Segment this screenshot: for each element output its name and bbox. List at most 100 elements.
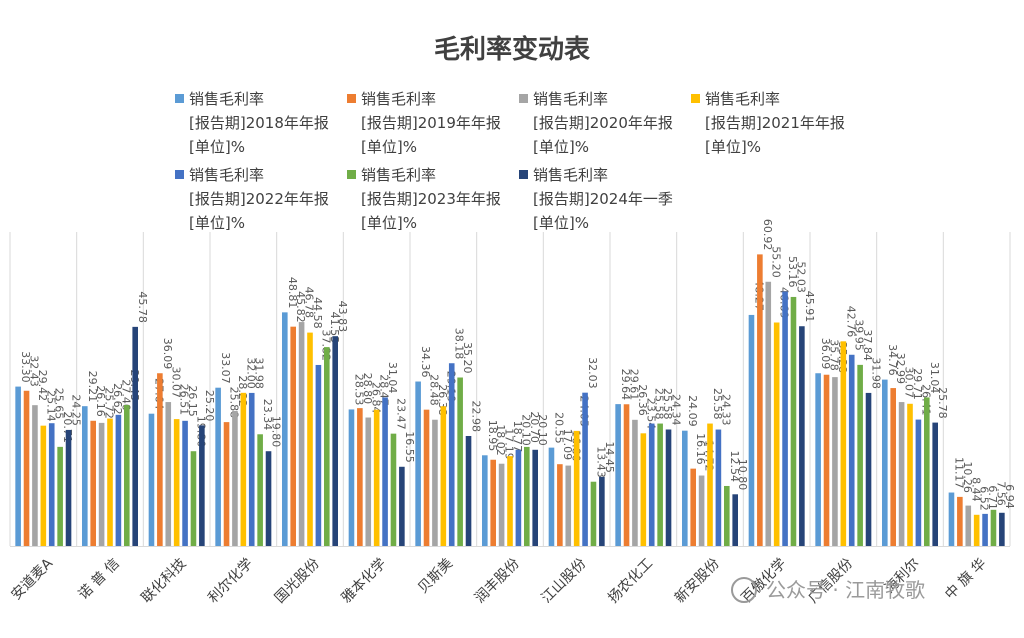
bar-value-label: 36.09 xyxy=(161,338,174,370)
bar-value-label: 28.48 xyxy=(428,374,441,406)
bar xyxy=(248,392,255,546)
bar xyxy=(23,390,30,546)
legend-label: [单位]% xyxy=(533,138,589,156)
bar xyxy=(315,364,322,546)
bar-value-label: 12.54 xyxy=(728,450,741,482)
bar xyxy=(882,379,888,546)
bar xyxy=(223,422,230,546)
bar xyxy=(932,422,938,546)
bar-value-label: 26.15 xyxy=(186,385,199,417)
bar xyxy=(965,505,972,546)
legend-swatch xyxy=(175,94,184,103)
bar xyxy=(482,455,488,546)
bar xyxy=(232,410,238,546)
legend-swatch xyxy=(519,170,528,179)
bar xyxy=(757,254,763,547)
bar-value-label: 17.09 xyxy=(561,429,574,461)
bar-value-label: 19.80 xyxy=(270,416,283,448)
bar-value-label: 39.95 xyxy=(853,319,866,351)
legend-label: 销售毛利率 xyxy=(189,90,264,108)
bar xyxy=(815,373,821,546)
bar xyxy=(698,475,705,546)
bar xyxy=(332,336,338,546)
legend-label: [报告期]2019年年报 xyxy=(361,114,501,132)
bar xyxy=(390,433,397,546)
bar-value-label: 22.98 xyxy=(470,400,483,432)
bar-value-label: 25.58 xyxy=(661,388,674,420)
bar xyxy=(399,466,405,546)
bar xyxy=(165,402,172,546)
category-label: 中 旗 华 xyxy=(942,556,989,603)
bar-value-label: 33.30 xyxy=(19,351,32,383)
legend-label: [单位]% xyxy=(189,214,245,232)
category-label: 国光股份 xyxy=(272,556,323,607)
bar-value-label: 20.70 xyxy=(528,411,541,443)
bar xyxy=(124,405,130,546)
bar xyxy=(623,404,630,546)
bar-value-label: 46.78 xyxy=(303,287,316,319)
bar-value-label: 8.44 xyxy=(969,477,982,502)
bar xyxy=(532,449,538,546)
legend-label: [报告期]2024年一季 xyxy=(533,190,673,208)
bar xyxy=(448,363,455,546)
bar-value-label: 26.62 xyxy=(111,383,124,415)
bar xyxy=(15,386,21,546)
bar xyxy=(290,326,296,546)
bar-value-label: 20.10 xyxy=(536,414,549,446)
bar xyxy=(915,419,922,546)
bar xyxy=(107,418,113,546)
legend-label: [单位]% xyxy=(705,138,761,156)
bar xyxy=(515,449,522,546)
bar xyxy=(365,417,372,546)
bar-value-label: 23.47 xyxy=(394,398,407,430)
legend-swatch xyxy=(347,94,356,103)
legend-swatch xyxy=(347,170,356,179)
category-label: 联化科技 xyxy=(139,556,190,607)
bar xyxy=(457,377,463,546)
bar xyxy=(632,419,638,546)
bar-value-label: 36.09 xyxy=(819,338,832,370)
bar xyxy=(199,425,205,546)
bar xyxy=(982,513,988,546)
bar-value-label: 18.95 xyxy=(486,420,499,452)
bar xyxy=(990,509,997,546)
bar-value-label: 24.34 xyxy=(670,394,683,426)
bar xyxy=(648,423,655,546)
bar-value-label: 35.20 xyxy=(461,342,474,374)
bar-value-label: 16.55 xyxy=(403,431,416,463)
category-label: 新安股份 xyxy=(672,556,723,607)
legend-label: 销售毛利率 xyxy=(533,166,608,184)
bar-value-label: 32.43 xyxy=(28,355,41,387)
bar xyxy=(548,447,555,546)
bar-value-label: 10.80 xyxy=(736,459,749,491)
bar-value-label: 24.09 xyxy=(686,395,699,427)
watermark-text: 公众号 · 江南牧歌 xyxy=(766,578,925,602)
bar-value-label: 29.42 xyxy=(36,370,49,402)
wechat-icon xyxy=(731,577,757,603)
bar xyxy=(898,402,905,546)
bar xyxy=(582,392,588,546)
bar xyxy=(282,312,288,546)
legend-label: [单位]% xyxy=(361,214,417,232)
legend-label: [报告期]2018年年报 xyxy=(189,114,329,132)
legend-label: [单位]% xyxy=(189,138,245,156)
bar-value-label: 34.36 xyxy=(419,346,432,378)
bar xyxy=(382,397,388,546)
bar-value-label: 16.16 xyxy=(694,433,707,465)
bar-value-label: 29.64 xyxy=(619,369,632,401)
bar-value-label: 14.45 xyxy=(603,441,616,473)
bar xyxy=(415,381,421,546)
bar xyxy=(557,464,563,546)
bar-value-label: 24.33 xyxy=(719,394,732,426)
bar-value-label: 31.98 xyxy=(870,357,883,389)
bar-value-label: 32.99 xyxy=(894,353,907,385)
category-label: 安道麦A xyxy=(8,555,56,603)
bar xyxy=(840,341,847,546)
bar-value-label: 26.36 xyxy=(636,384,649,416)
bar-value-label: 31.04 xyxy=(928,362,941,394)
bar xyxy=(957,496,963,546)
bar-value-label: 31.98 xyxy=(253,357,266,389)
bar-value-label: 41.55 xyxy=(328,312,341,344)
bar xyxy=(373,409,380,546)
bar-value-label: 29.21 xyxy=(86,371,99,403)
